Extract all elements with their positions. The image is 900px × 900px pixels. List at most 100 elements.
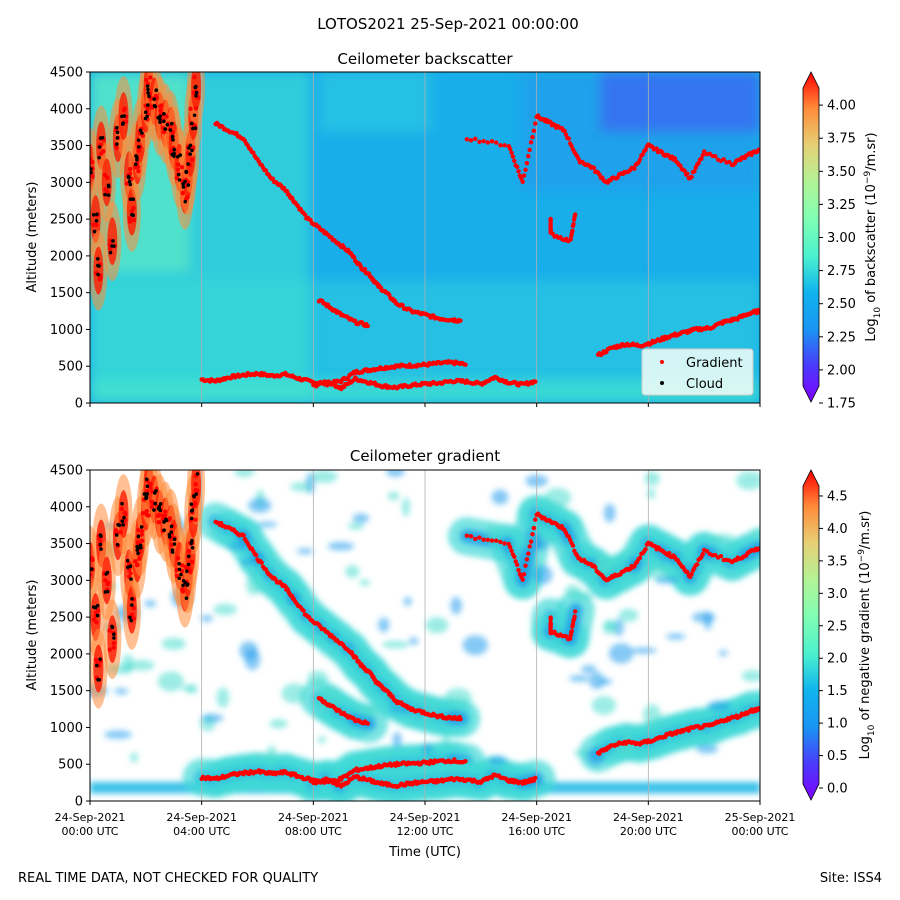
cloud-point (115, 136, 120, 140)
cloud-point (90, 563, 91, 564)
noise-patch (114, 688, 129, 695)
gradient-point (519, 176, 524, 181)
noise-patch (290, 482, 312, 492)
gradient-point (507, 544, 513, 550)
cloud-point (140, 131, 144, 135)
gradient-point (176, 162, 181, 167)
noise-patch (227, 543, 250, 551)
cloud-point (122, 114, 126, 118)
cloud-echo-core (93, 644, 104, 693)
cloud-point (139, 545, 143, 550)
cloud-point (143, 116, 148, 121)
gradient-point (149, 504, 155, 509)
gradient-point (365, 323, 370, 329)
cloud-point (128, 197, 133, 201)
gradient-point (189, 559, 195, 565)
noise-patch (359, 579, 371, 586)
noise-patch (200, 615, 214, 622)
cloud-point (158, 502, 163, 506)
cloud-point (116, 522, 120, 527)
gradient-point (147, 75, 153, 80)
x-tick-label-date: 25-Sep-2021 (725, 811, 796, 824)
cloud-point (106, 183, 111, 188)
colorbar-tick-label: 0.5 (827, 749, 848, 764)
gradient-point (158, 108, 163, 113)
gradient-point (95, 608, 101, 613)
noise-patch (241, 558, 252, 566)
colorbar-tick-label: 2.5 (827, 619, 848, 634)
noise-patch (213, 603, 237, 616)
gradient-point (464, 137, 470, 142)
gradient-point (514, 562, 520, 568)
cloud-point (157, 504, 162, 509)
cloud-point (162, 111, 166, 116)
colorbar-tick-label: 3.0 (827, 587, 848, 602)
noise-patch (594, 554, 617, 574)
gradient-point (155, 513, 161, 519)
noise-patch (718, 650, 728, 657)
cloud-point (146, 103, 150, 107)
cloud-point (95, 613, 100, 618)
noise-patch (377, 617, 390, 633)
cloud-point (187, 146, 191, 150)
gradient-point (566, 136, 571, 141)
noise-patch (234, 470, 255, 477)
cloud-point (112, 244, 116, 248)
gradient-point (145, 488, 150, 494)
gradient-point (175, 556, 181, 561)
noise-patch (488, 755, 507, 765)
cloud-point (97, 155, 101, 160)
cloud-point (188, 143, 193, 148)
x-tick-label-time: 16:00 UTC (508, 825, 565, 838)
cloud-point (96, 263, 100, 268)
gradient-point (98, 275, 103, 280)
x-tick-label-time: 12:00 UTC (396, 825, 453, 838)
gradient-point (188, 106, 193, 111)
noise-patch (618, 608, 639, 623)
cloud-point (152, 97, 157, 101)
gradient-point (188, 569, 193, 574)
gradient-point (521, 572, 527, 577)
gradient-point (527, 544, 532, 549)
noise-patch (569, 675, 590, 682)
gradient-point (530, 531, 535, 537)
gradient-point (354, 655, 359, 660)
noise-patch (690, 571, 706, 579)
cloud-point (162, 528, 166, 532)
gradient-point (119, 506, 124, 512)
cloud-point (134, 154, 138, 158)
cloud-point (112, 636, 116, 640)
gradient-point (180, 587, 185, 593)
gradient-point (756, 546, 760, 551)
gradient-point (464, 533, 470, 538)
colorbar-tick-label: 3.75 (827, 132, 856, 147)
y-tick-label: 500 (58, 360, 83, 375)
gradient-point (568, 237, 573, 242)
cloud-point (127, 175, 131, 180)
gradient-point (502, 143, 507, 148)
noise-patch (491, 489, 509, 505)
gradient-point (179, 165, 185, 170)
gradient-point (682, 168, 687, 173)
cloud-echo-core (93, 246, 104, 295)
gradient-point (136, 148, 142, 153)
gradient-point (531, 128, 537, 133)
cloud-point (184, 596, 189, 600)
gradient-point (756, 706, 760, 711)
colorbar-tick-label: 2.50 (827, 297, 856, 312)
gradient-point (105, 175, 110, 180)
gradient-point (129, 209, 135, 214)
gradient-point (526, 551, 531, 556)
cloud-point (90, 167, 93, 171)
gradient-point (520, 577, 525, 582)
y-tick-label: 1500 (50, 286, 83, 301)
noise-patch (239, 641, 258, 660)
gradient-point (493, 140, 499, 145)
y-tick-label: 3500 (50, 139, 83, 154)
gradient-point (569, 143, 574, 149)
noise-patch (408, 637, 419, 645)
gradient-point (700, 153, 705, 158)
gradient-point (637, 157, 643, 162)
gradient-point (507, 146, 513, 152)
x-tick-label-time: 00:00 UTC (61, 825, 118, 838)
